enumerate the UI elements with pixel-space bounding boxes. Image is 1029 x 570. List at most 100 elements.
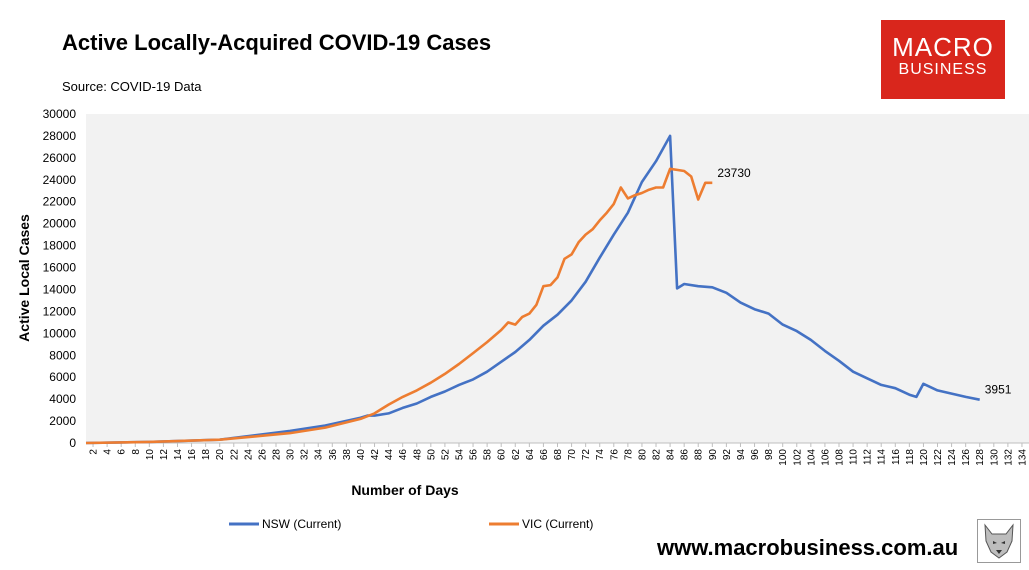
x-tick-label: 52 [440,449,451,461]
x-tick-label: 68 [553,449,564,461]
x-tick-label: 126 [961,449,972,466]
x-tick-label: 20 [215,449,226,461]
x-tick-label: 120 [919,449,930,466]
x-tick-label: 94 [736,449,747,461]
x-tick-label: 132 [1003,449,1014,466]
wolf-logo-icon [977,519,1021,563]
x-tick-label: 92 [722,449,733,461]
y-tick-label: 20000 [43,217,77,231]
x-tick-label: 32 [300,449,311,461]
x-tick-label: 50 [426,449,437,461]
y-tick-label: 28000 [43,129,77,143]
x-tick-label: 2 [89,449,100,455]
x-tick-label: 114 [877,449,888,465]
x-tick-label: 46 [398,449,409,461]
x-tick-label: 58 [483,449,494,461]
x-tick-label: 102 [792,449,803,466]
chart-title: Active Locally-Acquired COVID-19 Cases [62,30,492,55]
y-tick-label: 18000 [43,239,77,253]
x-tick-label: 42 [370,449,381,461]
x-axis-ticks: 2 4 6 8 10 12 14 16 18 20 22 24 26 28 30 32 34 36 38 40 42 44… [89,443,1028,466]
x-tick-label: 122 [933,449,944,466]
data-label: 23730 [717,166,751,180]
x-tick-label: 8 [131,449,142,455]
x-tick-label: 130 [989,449,1000,466]
website-url[interactable]: www.macrobusiness.com.au [657,535,959,560]
series-lines [85,134,980,445]
x-tick-label: 74 [595,449,606,461]
legend-label: NSW (Current) [262,517,341,531]
legend-label: VIC (Current) [522,517,593,531]
y-tick-label: 24000 [43,173,77,187]
y-tick-label: 10000 [43,326,77,340]
x-tick-label: 72 [581,449,592,461]
x-tick-label: 64 [525,449,536,461]
x-tick-label: 36 [328,449,339,461]
x-tick-label: 48 [412,449,423,461]
x-tick-label: 22 [229,449,240,461]
y-tick-label: 4000 [49,392,76,406]
x-tick-label: 10 [145,449,156,461]
x-tick-label: 112 [863,449,874,465]
x-tick-label: 14 [173,449,184,461]
data-label: 3951 [985,383,1012,397]
x-tick-label: 108 [834,449,845,466]
x-tick-label: 60 [497,449,508,461]
y-tick-label: 0 [69,436,76,450]
x-tick-label: 118 [905,449,916,465]
series-line-nsw [85,134,980,445]
x-tick-label: 100 [778,449,789,466]
y-tick-label: 12000 [43,304,77,318]
x-tick-label: 16 [187,449,198,461]
x-tick-label: 88 [694,449,705,461]
x-tick-label: 110 [849,449,860,465]
macrobusiness-logo: MACRO BUSINESS [881,20,1005,99]
x-tick-label: 62 [511,449,522,461]
logo-line-2: BUSINESS [898,61,988,78]
x-tick-label: 134 [1017,449,1028,466]
x-tick-label: 24 [243,449,254,461]
annotations: 23730 3951 [717,166,1011,397]
x-tick-label: 26 [257,449,268,461]
x-tick-label: 86 [680,449,691,461]
x-tick-label: 34 [314,449,325,461]
y-tick-label: 30000 [43,107,77,121]
x-tick-label: 70 [567,449,578,461]
legend: NSW (Current) VIC (Current) [229,517,593,531]
x-tick-label: 12 [159,449,170,461]
y-tick-label: 2000 [49,414,76,428]
x-tick-label: 116 [891,449,902,465]
x-tick-label: 38 [342,449,353,461]
y-tick-label: 26000 [43,151,77,165]
y-axis-ticks: 0 2000 4000 6000 8000 10000 12000 14000 16000 180… [43,107,77,450]
y-tick-label: 16000 [43,261,77,275]
y-axis-label: Active Local Cases [16,214,32,342]
x-tick-label: 82 [652,449,663,461]
x-tick-label: 6 [117,449,128,455]
x-tick-label: 54 [454,449,465,461]
x-tick-label: 78 [623,449,634,461]
x-tick-label: 18 [201,449,212,461]
x-tick-label: 106 [820,449,831,466]
y-tick-label: 14000 [43,282,77,296]
x-tick-label: 104 [806,449,817,466]
x-tick-label: 28 [272,449,283,461]
x-tick-label: 128 [975,449,986,466]
x-tick-label: 124 [947,449,958,466]
x-tick-label: 84 [666,449,677,461]
x-tick-label: 90 [708,449,719,461]
x-axis-label: Number of Days [351,482,459,498]
x-tick-label: 80 [637,449,648,461]
x-tick-label: 98 [764,449,775,461]
x-tick-label: 44 [384,449,395,461]
x-tick-label: 4 [103,449,114,455]
source-note: Source: COVID-19 Data [62,79,202,94]
y-tick-label: 8000 [49,348,76,362]
x-tick-label: 96 [750,449,761,461]
y-tick-label: 6000 [49,370,76,384]
series-line-vic [85,167,713,445]
x-tick-label: 66 [539,449,550,461]
x-tick-label: 40 [356,449,367,461]
x-tick-label: 56 [469,449,480,461]
